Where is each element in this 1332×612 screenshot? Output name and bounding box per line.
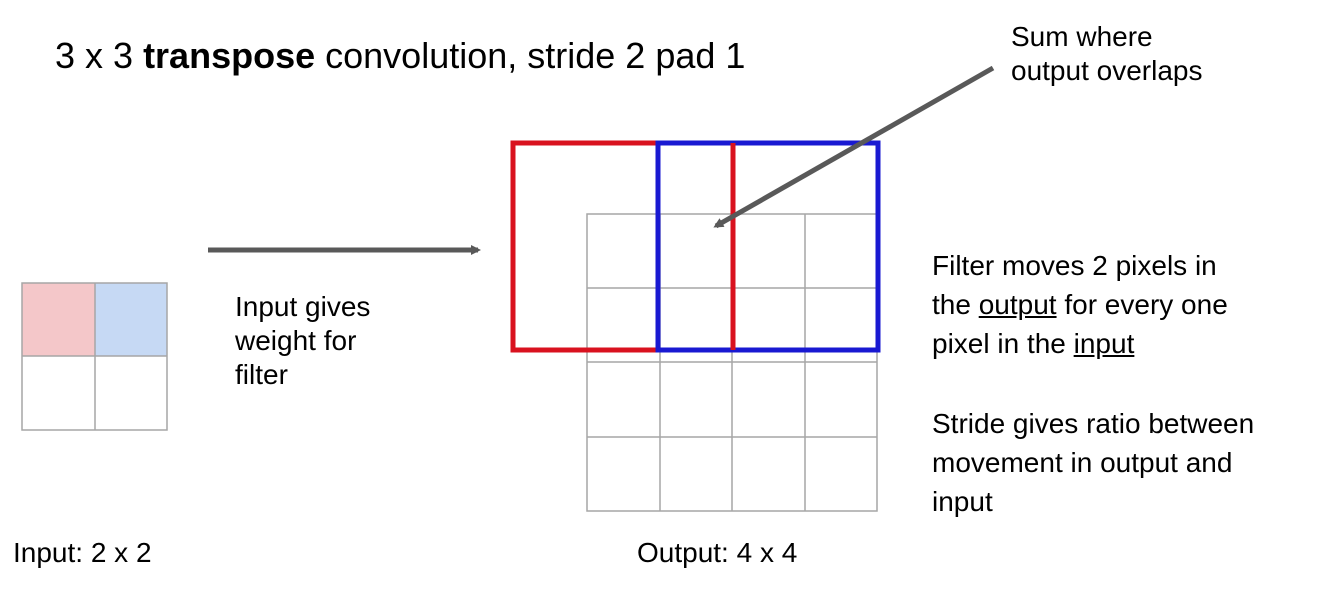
title-prefix: 3 x 3 [55, 35, 144, 76]
filter-note-output-word: output [978, 289, 1057, 320]
sum-note-line-1: Sum where [1011, 21, 1153, 52]
sum-overlap-note: Sum where output overlaps [1011, 20, 1202, 88]
input-cell-red [22, 283, 95, 356]
filter-note-line-1: Filter moves 2 pixels in [932, 250, 1217, 281]
stride-note-line-3: input [932, 486, 993, 517]
input-note-line-3: filter [235, 359, 288, 390]
stride-note-line-1: Stride gives ratio between [932, 408, 1255, 439]
sum-note-line-2: output overlaps [1011, 55, 1203, 86]
input-cell-blue [95, 283, 167, 356]
filter-note-line-3: pixel in the input [932, 324, 1228, 363]
red-filter-window [510, 140, 736, 353]
title-bold-word: transpose [143, 35, 316, 76]
title-suffix: convolution, stride 2 pad 1 [315, 35, 746, 76]
input-note-line-1: Input gives [235, 291, 371, 322]
filter-note-line-2-post: for every one [1056, 289, 1228, 320]
output-size-label: Output: 4 x 4 [637, 537, 798, 568]
stride-ratio-note: Stride gives ratio between movement in o… [932, 404, 1254, 521]
filter-note-line-2: the output for every one [932, 285, 1228, 324]
blue-filter-window [655, 140, 881, 353]
filter-note-input-word: input [1073, 328, 1135, 359]
filter-note-line-2-pre: the [932, 289, 979, 320]
input-note-line-2: weight for [235, 325, 357, 356]
stride-note-line-2: movement in output and [932, 447, 1233, 478]
diagram-title: 3 x 3 transpose convolution, stride 2 pa… [55, 36, 745, 76]
overlap-pointer-arrow [713, 65, 995, 229]
input-size-label: Input: 2 x 2 [13, 537, 152, 568]
filter-moves-note: Filter moves 2 pixels in the output for … [932, 246, 1228, 363]
filter-note-line-3-pre: pixel in the [932, 328, 1074, 359]
input-weight-note: Input gives weight for filter [235, 290, 370, 392]
input-grid [21, 282, 168, 431]
